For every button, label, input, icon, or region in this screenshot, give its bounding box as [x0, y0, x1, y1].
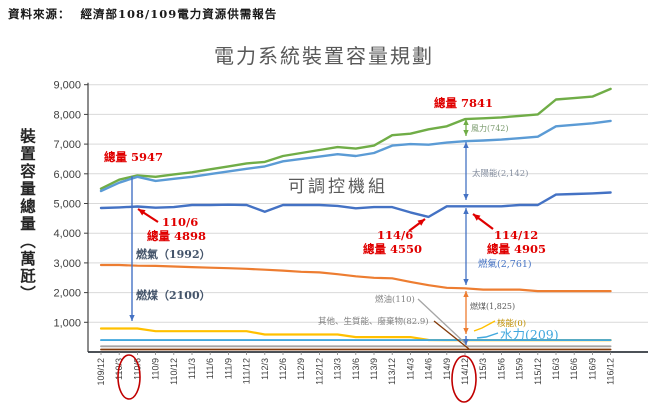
x-tick-label: 114/9	[442, 358, 452, 380]
y-tick-label: 8,000	[53, 109, 81, 121]
series-line-1	[99, 87, 612, 190]
series-line-4	[99, 263, 612, 293]
annotation-label-114-6: 114/6	[377, 228, 413, 242]
x-tick-label: 115/6	[496, 358, 506, 380]
x-tick-label: 113/9	[369, 358, 379, 380]
x-tick-label: 114/6	[424, 358, 434, 380]
annotation-total-7841: 總量 7841	[434, 96, 493, 110]
arrowhead	[463, 142, 469, 148]
arrowhead	[463, 194, 469, 200]
annotation-coal-1825: 燃煤(1,825)	[470, 301, 515, 311]
annotation-gas-1992: 燃氣（1992）	[135, 247, 211, 261]
x-tick-label: 111/12	[242, 358, 252, 384]
x-tick-label: 116/9	[587, 358, 597, 380]
arrowhead	[463, 291, 469, 297]
y-tick-label: 4,000	[53, 228, 81, 240]
annotation-dispatchable: 可調控機組	[288, 177, 388, 197]
arrowhead	[463, 339, 469, 345]
series-line-2	[99, 119, 612, 193]
annotation-other-pointer	[433, 320, 470, 350]
x-tick-label: 113/6	[351, 358, 361, 380]
chart-title: 電力系統裝置容量規劃	[214, 46, 434, 68]
y-tick-label: 1,000	[53, 317, 81, 329]
annotation-oil-pointer	[417, 298, 467, 345]
y-tick-label: 6,000	[53, 169, 81, 181]
x-tick-label: 111/3	[187, 358, 197, 379]
arrowhead	[463, 328, 469, 334]
annotation-total-5947: 總量 5947	[104, 150, 163, 164]
annotation-solar-label: 太陽能(2,142)	[472, 168, 528, 179]
x-tick-label: 113/12	[387, 358, 397, 385]
annotation-other-label: 其他、生質能、廢棄物(82.9)	[318, 316, 429, 327]
annotation-label-114-12: 114/12	[494, 228, 538, 242]
y-tick-label: 5,000	[53, 199, 81, 211]
source-note: 資料來源： 經濟部108/109電力資源供需報告	[8, 7, 278, 21]
x-tick-label: 115/3	[478, 358, 488, 380]
annotation-circle-110-6	[117, 354, 141, 400]
x-tick-label: 109/12	[96, 358, 106, 386]
annotation-gas-2761: 燃氣(2,761)	[478, 258, 532, 270]
x-tick-label: 115/9	[515, 358, 525, 380]
x-tick-label: 111/6	[205, 358, 215, 379]
x-tick-label: 112/12	[314, 358, 324, 385]
annotation-wind-label: 風力(742)	[471, 123, 509, 133]
y-tick-label: 2,000	[53, 288, 81, 300]
annotation-total-4550: 總量 4550	[363, 242, 422, 256]
x-tick-label: 114/12	[460, 358, 470, 385]
annotation-total-4898: 總量 4898	[147, 229, 206, 243]
y-axis-title: 裝置容量總量（萬瓩）	[18, 128, 37, 303]
x-tick-label: 112/3	[260, 358, 270, 380]
x-tick-label: 114/3	[405, 358, 415, 380]
annotation-label-110-6: 110/6	[162, 215, 198, 229]
arrowhead	[473, 214, 481, 221]
x-tick-label: 110/9	[151, 358, 161, 380]
y-tick-label: 9,000	[53, 80, 81, 92]
arrowhead	[463, 119, 469, 125]
x-tick-label: 115/12	[533, 358, 543, 385]
arrowhead	[417, 219, 425, 226]
x-tick-label: 110/12	[169, 358, 179, 385]
arrowhead	[463, 279, 469, 285]
annotation-hydro-label: 水力(209)	[500, 327, 559, 342]
arrowhead	[463, 208, 469, 214]
annotation-circle-114-12	[451, 355, 477, 403]
annotation-nuclear-pointer	[473, 320, 496, 332]
series-line-3	[99, 191, 612, 219]
x-tick-label: 112/9	[296, 358, 306, 380]
x-tick-label: 110/6	[132, 358, 142, 380]
x-tick-label: 111/9	[223, 358, 233, 379]
annotation-hydro-pointer	[476, 332, 499, 339]
x-tick-label: 112/6	[278, 358, 288, 380]
x-tick-label: 116/3	[551, 358, 561, 380]
x-tick-label: 113/3	[333, 358, 343, 380]
arrowhead	[138, 209, 146, 216]
y-tick-label: 7,000	[53, 139, 81, 151]
annotation-total-4905: 總量 4905	[487, 242, 546, 256]
annotation-coal-2100: 燃煤（2100）	[135, 288, 211, 302]
x-tick-label: 116/12	[606, 358, 616, 385]
arrowhead	[129, 315, 135, 321]
arrowhead	[463, 130, 469, 136]
annotation-oil-label: 燃油(110)	[375, 294, 415, 305]
annotation-nuclear-label: 核能(0)	[497, 318, 526, 329]
y-tick-label: 3,000	[53, 258, 81, 270]
x-tick-label: 116/6	[569, 358, 579, 380]
